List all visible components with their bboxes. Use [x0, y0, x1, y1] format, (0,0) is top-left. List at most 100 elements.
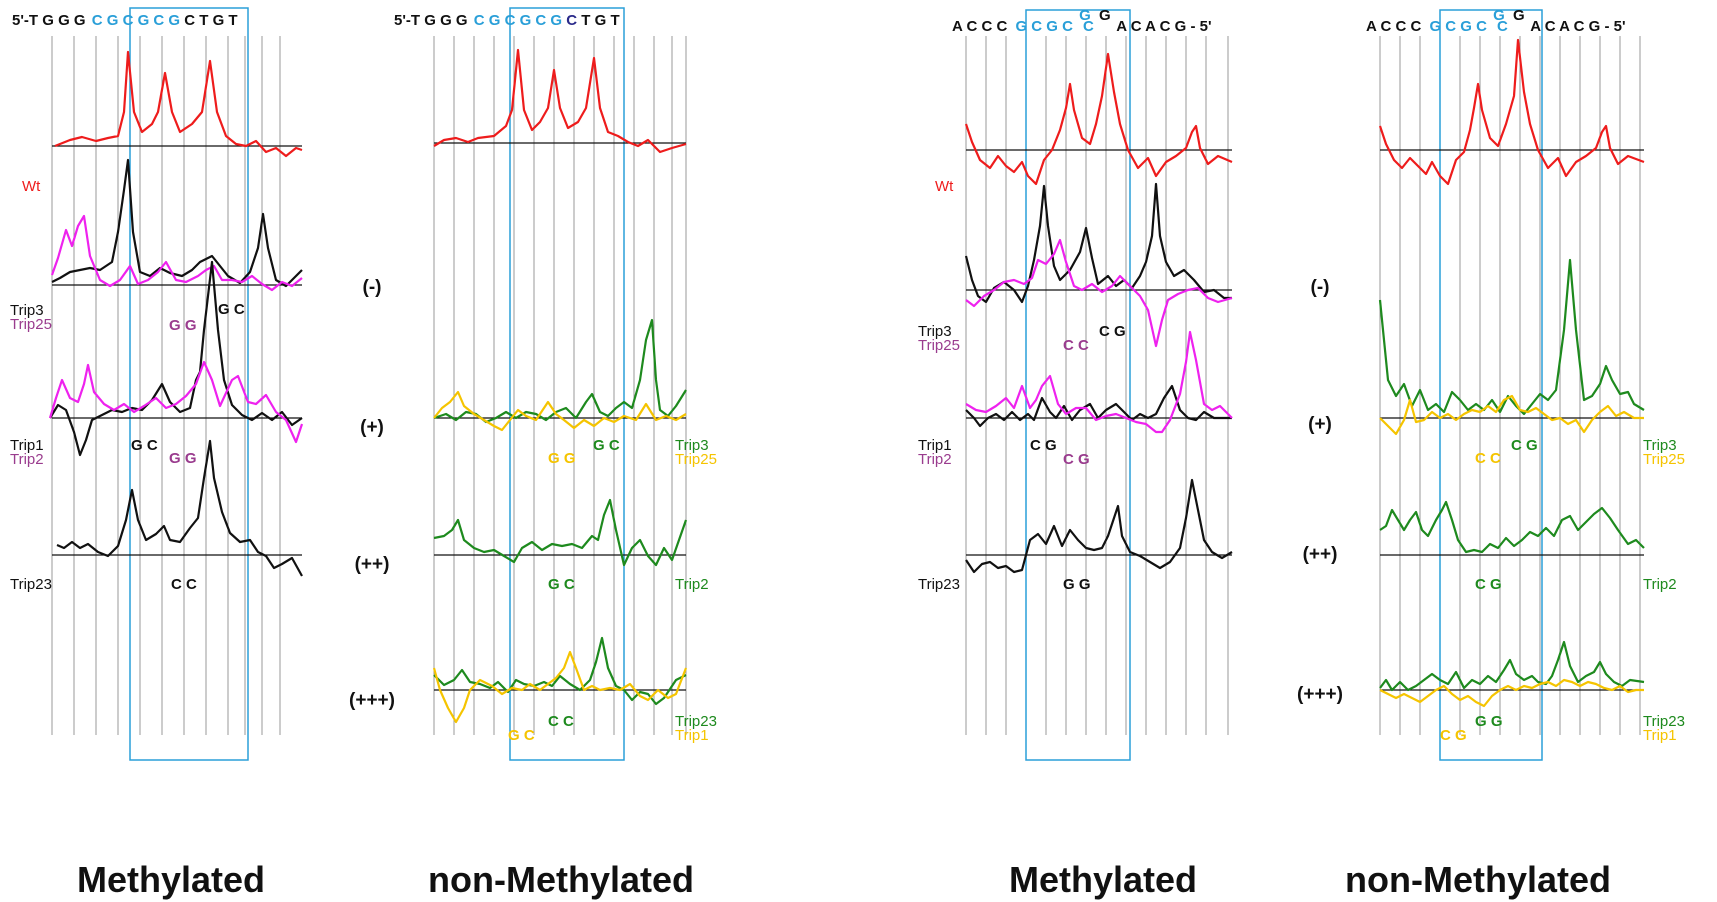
annotation: G G	[1475, 713, 1503, 730]
trace-trip3-minus	[964, 182, 1232, 304]
sequence-nucleotide: T	[581, 12, 594, 29]
line-label-trip3: Trip3	[675, 437, 709, 454]
sequence: 5'-T G G G C G C G C G C T G T	[12, 12, 238, 29]
trace-trip25-plus	[1379, 394, 1644, 436]
line-labels: Trip3 Trip25 Trip2 Trip23 Trip1	[1643, 437, 1685, 744]
panel-title-a: Methylated	[77, 859, 265, 900]
baselines	[52, 145, 302, 556]
traces	[964, 52, 1233, 574]
line-label-trip3: Trip3	[1643, 437, 1677, 454]
panel-title-d: non-Methylated	[1345, 859, 1611, 900]
annotation: C C	[548, 713, 574, 730]
annotation: G C	[593, 437, 620, 454]
annotation: C G	[1099, 323, 1126, 340]
line-label-trip1: Trip1	[10, 437, 44, 454]
line-label-trip25: Trip25	[1643, 451, 1685, 468]
line-label-trip25: Trip25	[918, 337, 960, 354]
trace-trip23-pp	[56, 439, 303, 577]
annotation: G C	[548, 576, 575, 593]
annotation: G G	[548, 450, 576, 467]
trace-trip25-minus	[965, 238, 1233, 348]
traces	[432, 48, 688, 724]
sequence-nucleotide: T	[610, 12, 619, 29]
level-label-plus-plus: (++)	[355, 554, 390, 575]
level-label-minus: (-)	[1311, 277, 1330, 298]
annotation: C G	[1511, 437, 1538, 454]
site-annotations: C G C C C G G G C G	[1440, 437, 1538, 744]
panel-a: 5'-T G G G C G C G C G C T G T Wt Trip3 …	[10, 7, 304, 761]
line-label-trip1: Trip1	[675, 727, 709, 744]
level-label-plus: (+)	[1308, 414, 1332, 435]
line-label-trip25: Trip25	[10, 316, 52, 333]
annotation: C C	[171, 576, 197, 593]
traces	[48, 50, 304, 577]
annotation: C G	[1440, 727, 1467, 744]
trace-wt	[54, 50, 303, 158]
line-label-trip2: Trip2	[1643, 576, 1677, 593]
site-annotations: C G C C C G C G G G	[1030, 323, 1126, 593]
level-labels-left: (-) (+) (++) (+++)	[349, 277, 395, 711]
line-label-trip2: Trip2	[675, 576, 709, 593]
trace-trip3-plus	[1378, 258, 1645, 416]
panel-title-c: Methylated	[1009, 859, 1197, 900]
line-label-trip23: Trip23	[10, 576, 52, 593]
trace-trip23-pp	[965, 478, 1233, 574]
highlight-box	[129, 7, 249, 761]
trace-trip1-ppp	[1379, 678, 1644, 708]
line-label-wt: Wt	[935, 178, 954, 195]
line-label-trip2: Trip2	[10, 451, 44, 468]
line-labels: Wt Trip3 Trip25 Trip1 Trip2 Trip23	[10, 178, 52, 593]
highlight-box	[1439, 9, 1543, 761]
trace-wt	[1378, 38, 1645, 186]
level-label-plus: (+)	[360, 417, 384, 438]
sequence: A C C C G C G C G C G A C A C G - 5'	[1366, 7, 1626, 35]
trace-trip25-minus	[50, 214, 303, 292]
line-label-trip23: Trip23	[675, 713, 717, 730]
trace-trip1-plus	[49, 260, 303, 457]
baselines	[1380, 149, 1644, 691]
annotation: G G	[169, 450, 197, 467]
panel-title-b: non-Methylated	[428, 859, 694, 900]
panel-c: A C C C G C G C G C G A C A C G - 5' Wt …	[918, 7, 1233, 761]
line-label-trip3: Trip3	[10, 302, 44, 319]
annotation: G C	[508, 727, 535, 744]
trace-trip2-plus	[965, 330, 1233, 434]
panel-titles: Methylated non-Methylated Methylated non…	[77, 859, 1611, 900]
site-annotations: G C G G G C G G C C	[131, 301, 245, 593]
line-label-trip3: Trip3	[918, 323, 952, 340]
annotation: G C	[218, 301, 245, 318]
line-labels: Trip3 Trip25 Trip2 Trip23 Trip1	[675, 437, 717, 744]
line-label-trip23: Trip23	[918, 576, 960, 593]
trace-trip2-plus	[48, 360, 304, 444]
sequence-nucleotide: G	[595, 12, 611, 29]
trace-trip2-pp	[1379, 500, 1645, 554]
trace-wt	[964, 52, 1233, 186]
trace-trip25-plus	[433, 390, 687, 432]
annotation: G C	[131, 437, 158, 454]
trace-wt	[433, 48, 687, 154]
trace-trip23-ppp	[1379, 640, 1645, 692]
panel-d-gridlines	[1379, 36, 1641, 735]
line-labels: Wt Trip3 Trip25 Trip1 Trip2 Trip23	[918, 178, 960, 593]
level-label-minus: (-)	[363, 277, 382, 298]
panel-b-gridlines	[433, 36, 687, 735]
annotation: C G	[1063, 451, 1090, 468]
panel-a-gridlines	[51, 36, 281, 735]
annotation: C C	[1063, 337, 1089, 354]
annotation: C G	[1030, 437, 1057, 454]
panel-d: A C C C G C G C G C G A C A C G - 5' Tri…	[1366, 7, 1685, 761]
level-labels-right: (-) (+) (++) (+++)	[1297, 277, 1343, 705]
site-annotations: G C G G G C C C G C	[508, 437, 620, 744]
annotation: C G	[1475, 576, 1502, 593]
line-label-trip1: Trip1	[918, 437, 952, 454]
line-label-trip2: Trip2	[918, 451, 952, 468]
line-label-trip25: Trip25	[675, 451, 717, 468]
sequence-nucleotide: C	[566, 12, 581, 29]
traces	[1378, 38, 1645, 708]
trace-trip2-pp	[433, 498, 688, 567]
trace-trip23-ppp	[433, 636, 687, 706]
highlight-box	[509, 7, 625, 761]
panel-b: 5'-T G G G C G C G C G C T G T Trip3 Tri…	[394, 7, 717, 761]
sequence: A C C C G C G C G C G A C A C G - 5'	[952, 7, 1212, 35]
